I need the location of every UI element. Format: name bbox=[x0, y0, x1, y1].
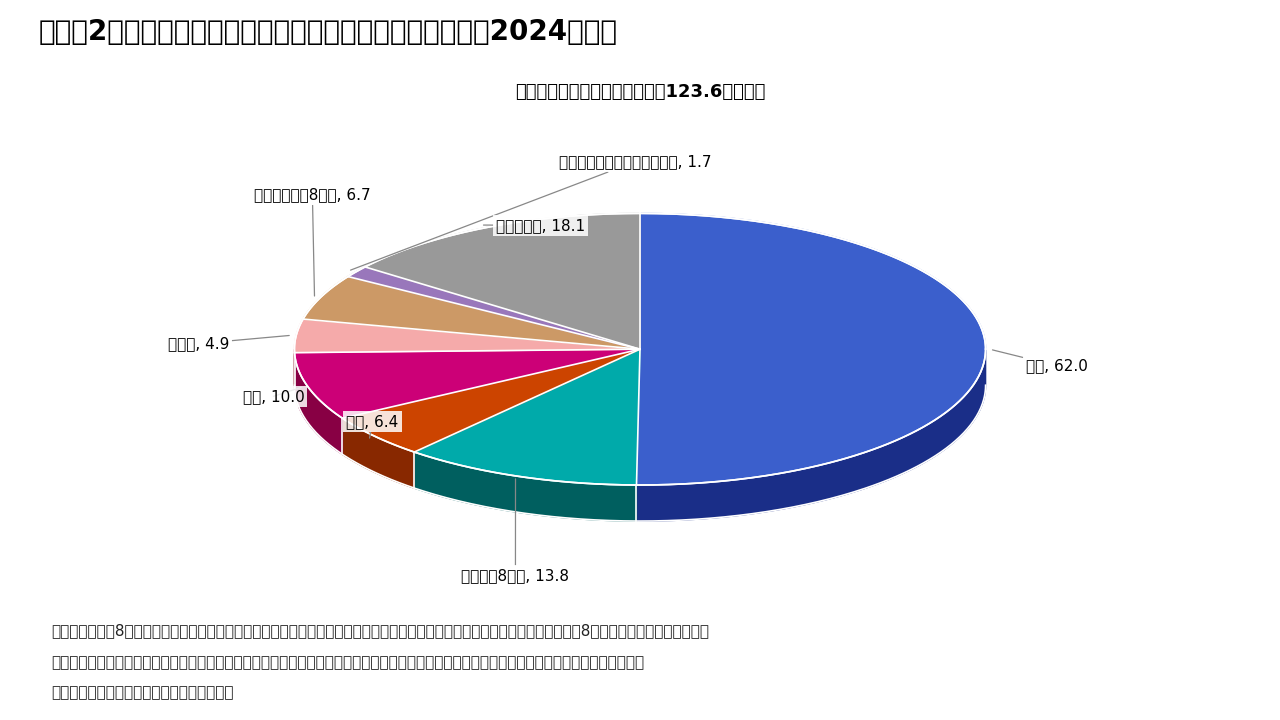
Polygon shape bbox=[348, 267, 640, 349]
Polygon shape bbox=[294, 319, 640, 353]
Text: その他市場, 18.1: その他市場, 18.1 bbox=[484, 217, 585, 233]
Text: （注）欧州主要8市場は、英国、ドイツ、フランス、イタリア、スペイン、オランダ、スイス、スウェーデン。その他アジア主要8市場は、韓国、台湾、インド: （注）欧州主要8市場は、英国、ドイツ、フランス、イタリア、スペイン、オランダ、ス… bbox=[51, 623, 709, 638]
Text: 中国, 10.0: 中国, 10.0 bbox=[243, 387, 305, 404]
Text: アジア域外の主要新興国市場, 1.7: アジア域外の主要新興国市場, 1.7 bbox=[351, 154, 712, 270]
Polygon shape bbox=[415, 452, 636, 521]
Text: ＜グローバル全体の時価総額＝123.6兆ドル＞: ＜グローバル全体の時価総額＝123.6兆ドル＞ bbox=[515, 83, 765, 101]
Polygon shape bbox=[294, 353, 343, 454]
Polygon shape bbox=[343, 349, 640, 452]
Text: （図表2）グローバル株式市場の時価総額（単位：兆ドル、2024年末）: （図表2）グローバル株式市場の時価総額（単位：兆ドル、2024年末） bbox=[38, 18, 617, 46]
Text: （出所）ブルームバーグよりインベスコ作成: （出所）ブルームバーグよりインベスコ作成 bbox=[51, 685, 234, 701]
Polygon shape bbox=[294, 349, 640, 418]
Text: 米国, 62.0: 米国, 62.0 bbox=[992, 350, 1088, 374]
Polygon shape bbox=[636, 213, 986, 485]
Text: 欧州主要8市場, 13.8: 欧州主要8市場, 13.8 bbox=[461, 479, 570, 583]
Polygon shape bbox=[415, 349, 640, 485]
Polygon shape bbox=[365, 213, 640, 349]
Text: インド, 4.9: インド, 4.9 bbox=[168, 336, 289, 351]
Polygon shape bbox=[636, 349, 986, 521]
Polygon shape bbox=[303, 276, 640, 349]
Polygon shape bbox=[343, 418, 415, 488]
Text: 日本, 6.4: 日本, 6.4 bbox=[346, 414, 398, 438]
Text: その他アジア8市場, 6.7: その他アジア8市場, 6.7 bbox=[253, 187, 371, 296]
Text: ネシア、シンガポール、マレーシア、タイ、フィリピン、ベトナム。アジア域外主要新興国市場は、ブラジル、メキシコ、トルコ、南アフリカ。: ネシア、シンガポール、マレーシア、タイ、フィリピン、ベトナム。アジア域外主要新興… bbox=[51, 655, 644, 670]
